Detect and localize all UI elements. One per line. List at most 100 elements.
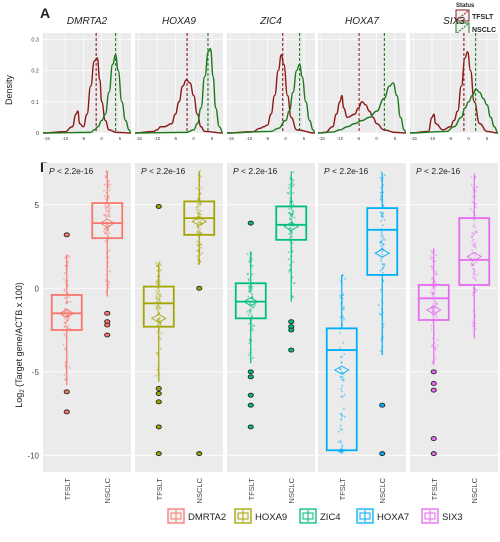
jitter-point: * <box>107 203 110 209</box>
jitter-point: * <box>64 265 67 271</box>
jitter-point: * <box>292 211 295 217</box>
jitter-point: * <box>67 301 70 307</box>
jitter-point: * <box>434 291 437 297</box>
jitter-point: * <box>199 170 202 176</box>
jitter-point: * <box>474 196 477 202</box>
jitter-point: * <box>472 218 475 224</box>
jitter-point: * <box>382 312 385 318</box>
ylabel-log: Log <box>14 393 24 408</box>
jitter-point: * <box>293 184 296 190</box>
gene-legend-key-box <box>424 512 436 520</box>
jitter-point: * <box>340 388 343 394</box>
boxplot-yticks: -10 -5 0 5 <box>27 201 39 461</box>
jitter-point: * <box>291 179 294 185</box>
outlier-point <box>430 387 437 393</box>
jitter-point: * <box>63 374 66 380</box>
jitter-point: * <box>199 254 202 260</box>
jitter-point: * <box>195 206 198 212</box>
jitter-point: * <box>291 214 294 220</box>
jitter-point: * <box>158 308 161 314</box>
jitter-point: * <box>339 369 342 375</box>
jitter-point: * <box>199 185 202 191</box>
boxplot-ytick-label: -5 <box>32 368 40 377</box>
jitter-point: * <box>251 288 254 294</box>
jitter-point: * <box>288 218 291 224</box>
jitter-point: * <box>197 258 200 264</box>
density-yticks: 0 0.1 0.2 0.3 <box>31 37 39 137</box>
boxplot-ylabel-text: Log2 (Target gene/ACTB x 100) <box>14 282 26 407</box>
jitter-point: * <box>158 321 161 327</box>
jitter-point: * <box>340 396 343 402</box>
jitter-point: * <box>382 267 385 273</box>
jitter-point: * <box>474 232 477 238</box>
jitter-point: * <box>434 347 437 353</box>
boxplot-ytick-label: -10 <box>27 451 39 460</box>
jitter-point: * <box>472 225 475 231</box>
jitter-point: * <box>158 305 161 311</box>
density-xtick-label: -10 <box>62 136 69 141</box>
jitter-point: * <box>288 212 291 218</box>
jitter-point: * <box>381 248 384 254</box>
jitter-point: * <box>199 229 202 235</box>
jitter-point: * <box>104 232 107 238</box>
jitter-point: * <box>339 450 342 456</box>
density-xtick-label: -5 <box>173 136 177 141</box>
jitter-point: * <box>340 372 343 378</box>
jitter-point: * <box>64 335 67 341</box>
density-ylabel-text: Density <box>4 74 14 105</box>
jitter-point: * <box>156 332 159 338</box>
jitter-point: * <box>471 237 474 243</box>
density-xtick-label: 5 <box>303 136 306 141</box>
jitter-point: * <box>106 234 109 240</box>
jitter-point: * <box>380 228 383 234</box>
outlier-point <box>104 332 111 338</box>
jitter-point: * <box>342 274 345 280</box>
boxplot-category-label: TFSLT <box>63 478 72 501</box>
jitter-point: * <box>156 265 159 271</box>
jitter-point: * <box>341 429 344 435</box>
jitter-point: * <box>157 291 160 297</box>
jitter-point: * <box>195 209 198 215</box>
outlier-point <box>63 389 70 395</box>
jitter-point: * <box>293 283 296 289</box>
jitter-point: * <box>289 212 292 218</box>
jitter-point: * <box>248 260 251 266</box>
jitter-point: * <box>382 216 385 222</box>
jitter-point: * <box>431 306 434 312</box>
density-curve-tfslt <box>42 57 132 134</box>
status-legend-title: Status <box>456 3 475 9</box>
jitter-point: * <box>380 314 383 320</box>
jitter-point: * <box>156 353 159 359</box>
jitter-point: * <box>471 265 474 271</box>
jitter-point: * <box>67 321 70 327</box>
jitter-point: * <box>200 202 203 208</box>
p-value-text: < 2.2e-16 <box>239 166 278 176</box>
jitter-point: * <box>65 322 68 328</box>
jitter-point: * <box>199 204 202 210</box>
jitter-point: * <box>159 294 162 300</box>
density-xtick-label: 5 <box>486 136 489 141</box>
jitter-point: * <box>66 315 69 321</box>
jitter-point: * <box>380 351 383 357</box>
jitter-point: * <box>250 255 253 261</box>
jitter-point: * <box>107 281 110 287</box>
jitter-point: * <box>250 340 253 346</box>
density-facet-dmrta2: -15 -10 -5 0 5 DMRTA2 <box>42 16 132 141</box>
jitter-point: * <box>105 228 108 234</box>
jitter-point: * <box>338 451 341 457</box>
jitter-point: * <box>156 297 159 303</box>
jitter-point: * <box>197 226 200 232</box>
jitter-point: * <box>432 310 435 316</box>
gene-legend-item-six3: SIX3 <box>421 508 463 524</box>
jitter-point: * <box>291 232 294 238</box>
p-value-text: < 2.2e-16 <box>55 166 94 176</box>
jitter-point: * <box>247 273 250 279</box>
jitter-point: * <box>431 329 434 335</box>
jitter-point: * <box>474 227 477 233</box>
p-value-label: P < 2.2e-16 <box>233 166 277 176</box>
density-xtick-label: 0 <box>375 136 378 141</box>
jitter-point: * <box>342 294 345 300</box>
jitter-point: * <box>250 293 253 299</box>
density-xtick-label: -5 <box>81 136 85 141</box>
jitter-point: * <box>475 206 478 212</box>
